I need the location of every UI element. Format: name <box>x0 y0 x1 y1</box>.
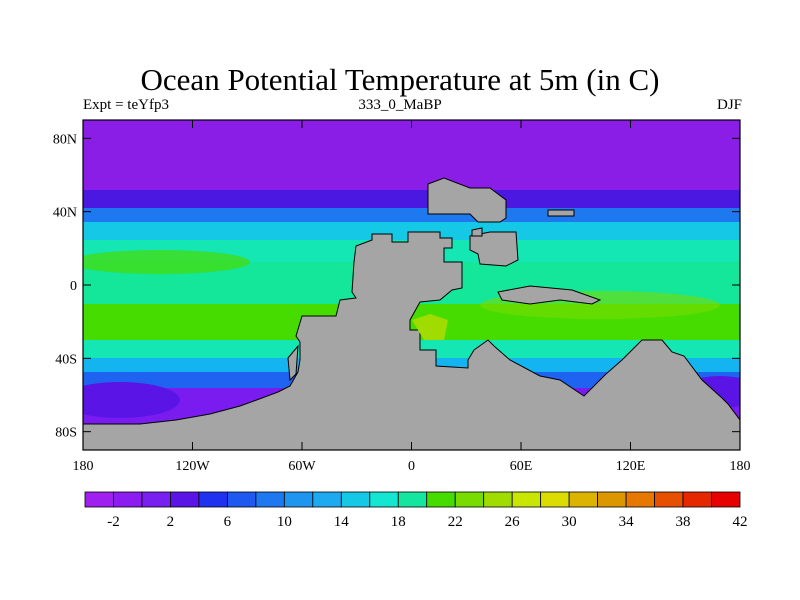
colorbar-label: 18 <box>391 514 406 530</box>
colorbar-label: -2 <box>107 514 120 530</box>
land-mask <box>83 177 740 450</box>
band-polar-north <box>83 120 740 190</box>
y-tick-label: 80N <box>53 132 77 147</box>
temperature-field <box>83 120 740 450</box>
colorbar: -2 2 6 10 14 18 22 26 30 34 38 42 <box>84 491 748 530</box>
narrow-peninsula <box>287 344 299 382</box>
x-tick-label: 180 <box>730 459 751 474</box>
plot-title: Ocean Potential Temperature at 5m (in C) <box>140 62 660 97</box>
colorbar-label: 42 <box>733 514 748 530</box>
colorbar-swatch <box>226 491 257 508</box>
x-tick-label: 120E <box>616 459 646 474</box>
colorbar-swatch <box>568 491 599 508</box>
colorbar-swatch <box>597 491 627 508</box>
colorbar-label: 26 <box>505 514 521 530</box>
colorbar-swatch <box>170 491 200 508</box>
colorbar-swatch <box>454 491 485 508</box>
colorbar-label: 30 <box>562 514 577 530</box>
colorbar-swatch <box>340 491 371 508</box>
coastal-warm-water <box>412 314 448 340</box>
y-tick-label: 0 <box>70 279 77 294</box>
colorbar-label: 2 <box>167 514 175 530</box>
y-tick-label: 40N <box>53 206 77 221</box>
colorbar-swatch <box>255 491 285 508</box>
north-landmass <box>427 177 507 223</box>
colorbar-label: 22 <box>448 514 463 530</box>
colorbar-label: 10 <box>277 514 292 530</box>
band-subpolar-north <box>83 190 740 208</box>
small-island-central <box>471 227 483 237</box>
band-subtropic-north <box>83 222 740 240</box>
colorbar-swatch <box>369 491 399 508</box>
colorbar-swatch <box>397 491 428 508</box>
colorbar-swatch <box>426 491 456 508</box>
cold-pool-southwest <box>83 382 180 418</box>
colorbar-swatch <box>711 491 741 508</box>
x-tick-label: 180 <box>73 459 94 474</box>
experiment-label: Expt = teYfp3 <box>83 97 169 113</box>
colorbar-swatch <box>625 491 655 508</box>
x-tick-label: 60W <box>288 459 316 474</box>
colorbar-swatch <box>84 491 114 508</box>
colorbar-label: 14 <box>334 514 350 530</box>
season-label: DJF <box>716 97 742 113</box>
x-tick-label: 60E <box>510 459 533 474</box>
period-label: 333_0_MaBP <box>358 97 442 113</box>
colorbar-swatch <box>141 491 171 508</box>
small-island-north <box>547 209 575 217</box>
colorbar-label: 38 <box>676 514 691 530</box>
colorbar-swatch <box>540 491 570 508</box>
colorbar-label: 6 <box>224 514 232 530</box>
x-tick-label: 120W <box>175 459 210 474</box>
band-midlat-north <box>83 208 740 222</box>
pangaea-landmass <box>83 231 740 450</box>
colorbar-label: 34 <box>619 514 635 530</box>
equatorial-landmass <box>497 285 602 305</box>
colorbar-swatch <box>682 491 712 508</box>
colorbar-swatch <box>113 491 143 508</box>
colorbar-swatch <box>283 491 314 508</box>
warm-pool-west <box>83 250 250 274</box>
x-tick-label: 0 <box>408 459 415 474</box>
y-tick-label: 40S <box>55 352 77 367</box>
colorbar-swatch <box>198 491 228 508</box>
colorbar-swatch <box>312 491 342 508</box>
colorbar-swatch <box>483 491 513 508</box>
y-tick-label: 80S <box>55 426 77 441</box>
central-landmass <box>469 231 519 267</box>
colorbar-swatch <box>511 491 542 508</box>
axis-ticks: 180 120W 60W 0 60E 120E 180 80N 40N 0 40S 80S <box>53 120 751 474</box>
colorbar-swatch <box>654 491 684 508</box>
